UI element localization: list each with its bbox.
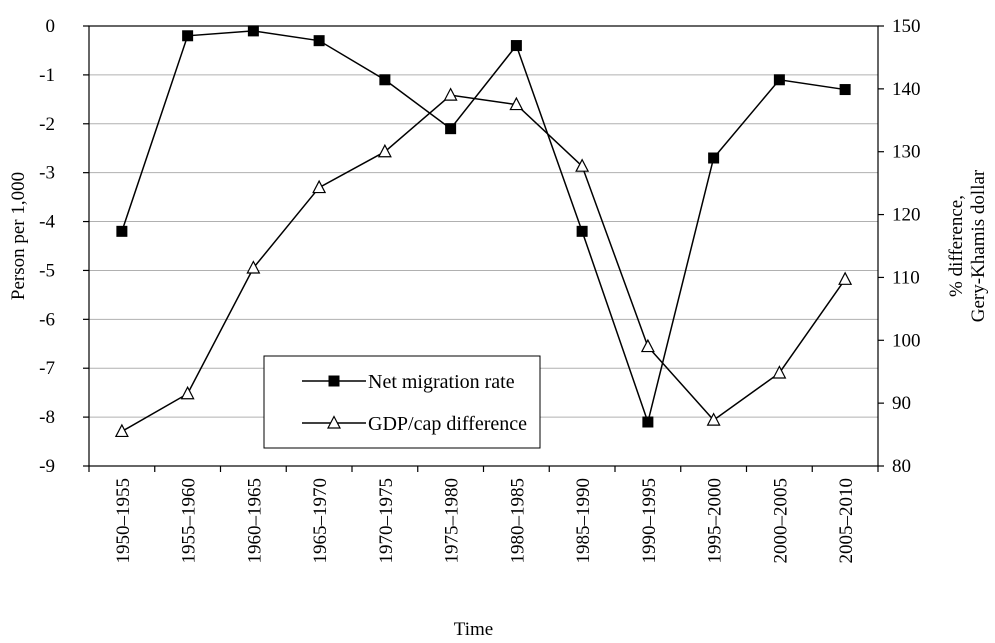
x-tick-label: 1990–1995	[639, 478, 660, 564]
data-point-triangle	[180, 385, 195, 400]
data-point-square	[708, 152, 720, 164]
series-line	[121, 30, 846, 425]
data-point-triangle	[772, 365, 787, 379]
left-y-axis: 0 -1 -2 -3 -4 -5 -6 -7 -8 -9	[39, 16, 89, 477]
series-layer	[114, 25, 853, 438]
x-tick-label: 1975–1980	[442, 478, 463, 564]
data-point-square	[510, 40, 522, 52]
left-tick-label: -8	[39, 407, 55, 428]
left-tick-label: -3	[39, 163, 55, 184]
right-tick-label: 80	[892, 456, 911, 477]
left-tick-label: -5	[39, 260, 55, 281]
data-point-square	[182, 30, 194, 42]
legend-label: GDP/cap difference	[368, 413, 527, 435]
data-point-square	[839, 84, 851, 96]
data-point-triangle	[640, 338, 655, 353]
data-point-triangle	[114, 423, 129, 438]
data-point-square	[116, 225, 128, 237]
right-tick-label: 90	[892, 393, 911, 414]
legend-marker-triangle	[327, 415, 341, 429]
legend: Net migration rate GDP/cap difference	[263, 355, 541, 449]
data-point-triangle	[575, 158, 590, 172]
legend-marker-square	[328, 375, 340, 387]
right-y-axis-title-line1: % difference,	[946, 195, 967, 297]
data-point-triangle	[246, 260, 261, 274]
x-tick-label: 2005–2010	[836, 478, 857, 564]
legend-item: GDP/cap difference	[302, 413, 527, 435]
data-point-triangle	[706, 412, 721, 426]
data-point-square	[773, 74, 785, 86]
data-point-triangle	[838, 271, 853, 285]
data-point-square	[576, 225, 588, 237]
x-tick-label: 1985–1990	[573, 478, 594, 564]
right-tick-label: 110	[892, 267, 920, 288]
right-tick-label: 140	[892, 79, 921, 100]
x-tick-label: 1970–1975	[376, 478, 397, 564]
data-point-square	[247, 25, 259, 37]
x-tick-label: 1965–1970	[310, 478, 331, 564]
left-tick-label: -1	[39, 65, 55, 86]
x-tick-label: 1995–2000	[705, 478, 726, 564]
series-line	[121, 94, 846, 433]
left-tick-label: -4	[39, 212, 55, 233]
x-tick-label: 1960–1965	[244, 478, 265, 564]
data-point-triangle	[443, 87, 458, 101]
legend-box	[263, 355, 541, 449]
right-tick-label: 150	[892, 16, 921, 37]
legend-label: Net migration rate	[368, 371, 515, 393]
data-point-triangle	[312, 179, 327, 194]
left-tick-label: -9	[39, 456, 55, 477]
left-tick-label: -7	[39, 358, 55, 379]
x-tick-label: 1950–1955	[113, 478, 134, 564]
data-point-square	[642, 416, 654, 428]
right-tick-label: 100	[892, 330, 921, 351]
x-tick-label: 2000–2005	[770, 478, 791, 564]
left-tick-label: 0	[46, 16, 56, 37]
legend-item: Net migration rate	[302, 371, 515, 393]
left-tick-label: -6	[39, 309, 55, 330]
x-tick-label: 1980–1985	[507, 478, 528, 564]
right-y-axis: 150 140 130 120 110 100 90 80	[878, 16, 921, 477]
x-axis: 1950–1955 1955–1960 1960–1965 1965–1970 1970…	[88, 466, 879, 564]
left-tick-label: -2	[39, 114, 55, 135]
x-axis-title: Time	[454, 619, 493, 640]
right-tick-label: 130	[892, 142, 921, 163]
x-tick-label: 1955–1960	[179, 478, 200, 564]
right-y-axis-title-line2: Gery-Khamis dollar	[968, 169, 989, 322]
data-point-square	[445, 123, 457, 135]
data-point-triangle	[509, 96, 524, 111]
data-point-square	[379, 74, 391, 86]
right-tick-label: 120	[892, 205, 921, 226]
left-y-axis-title: Person per 1,000	[8, 172, 29, 300]
data-point-square	[313, 35, 325, 47]
data-point-triangle	[377, 143, 392, 158]
